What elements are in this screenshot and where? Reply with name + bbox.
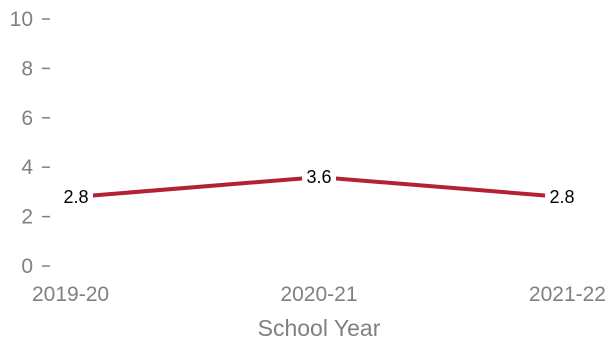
x-tick-label: 2020-21 <box>280 283 357 306</box>
x-tick-label: 2019-20 <box>32 283 109 306</box>
data-label: 3.6 <box>306 167 331 187</box>
data-label-background <box>59 185 93 206</box>
y-axis: 0 2 4 6 8 10 <box>10 8 50 278</box>
x-axis: 2019-20 2020-21 2021-22 <box>32 283 606 306</box>
data-label-background <box>545 185 579 206</box>
data-label-layer: 2.8 3.6 2.8 <box>59 166 579 207</box>
y-tick-label: 4 <box>21 156 33 179</box>
y-tick-label: 8 <box>21 57 33 80</box>
y-tick-label: 10 <box>10 8 33 31</box>
data-label-background <box>302 166 336 187</box>
x-axis-title: School Year <box>258 315 381 339</box>
y-tick-label: 6 <box>21 107 33 130</box>
data-label: 2.8 <box>63 187 88 207</box>
data-label: 2.8 <box>549 187 574 207</box>
y-tick-label: 2 <box>21 206 33 229</box>
y-tick-label: 0 <box>21 255 33 278</box>
x-tick-label: 2021-22 <box>529 283 606 306</box>
